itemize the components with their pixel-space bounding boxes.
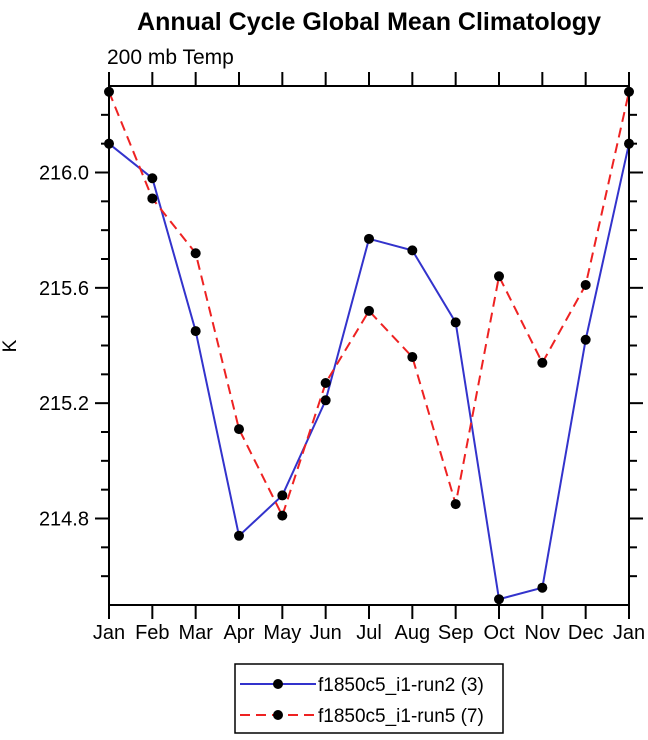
series-line-1 [108,142,630,601]
x-tick-label: Jul [356,622,382,644]
x-tick-label: Jan [613,622,645,644]
data-point-marker [190,326,201,337]
data-point-marker [277,490,288,501]
data-point-marker [450,317,461,328]
x-tick-label: Aug [395,622,431,644]
data-point-marker [234,530,244,541]
plot-frame [108,85,630,606]
x-tick-label: Sep [438,622,474,644]
data-point-marker [277,510,288,521]
legend-label: f1850c5_i1-run2 (3) [318,675,484,696]
data-point-marker [190,248,201,259]
y-axis-label: K [0,339,21,352]
x-tick-label: Apr [223,622,254,644]
x-tick-label: Mar [178,622,213,644]
x-tick-label: Oct [483,622,515,644]
legend: f1850c5_i1-run2 (3) f1850c5_i1-run5 (7) [234,663,504,734]
data-point-marker [364,305,374,316]
data-point-marker [580,279,591,290]
chart-title: Annual Cycle Global Mean Climatology [137,8,601,36]
data-point-marker [147,173,158,184]
data-point-marker [407,245,418,256]
x-tick-label: May [263,622,301,644]
x-tick-label: Jun [310,622,342,644]
data-point-marker [537,357,548,368]
data-point-marker [364,233,374,244]
data-point-marker [407,352,418,363]
x-tick-label: Jan [93,622,125,644]
series-layer [104,86,634,605]
data-point-marker [494,271,504,282]
data-point-marker [320,377,331,388]
y-tick-label: 215.6 [39,278,89,300]
x-tick-label: Nov [525,622,561,644]
legend-label: f1850c5_i1-run5 (7) [318,706,484,727]
data-point-marker [320,395,331,406]
legend-box [234,663,504,734]
y-tick-label: 216.0 [39,163,89,185]
data-point-marker [494,594,504,605]
data-point-marker [537,582,548,593]
y-tick-label: 215.2 [39,393,89,415]
x-tick-label: Dec [568,622,604,644]
data-point-marker [234,424,244,435]
legend-marker-sample [273,679,283,689]
x-tick-label: Feb [135,622,169,644]
chart-subtitle: 200 mb Temp [107,46,234,69]
data-point-marker [147,193,158,204]
axis-ticks-layer: Jan Feb Mar Apr May Jun Jul Aug Sep Oct Nov Dec Jan 2… [39,72,645,644]
data-point-marker [580,334,591,345]
y-tick-label: 214.8 [39,509,89,531]
legend-marker-sample [273,710,283,720]
data-point-marker [450,499,461,510]
